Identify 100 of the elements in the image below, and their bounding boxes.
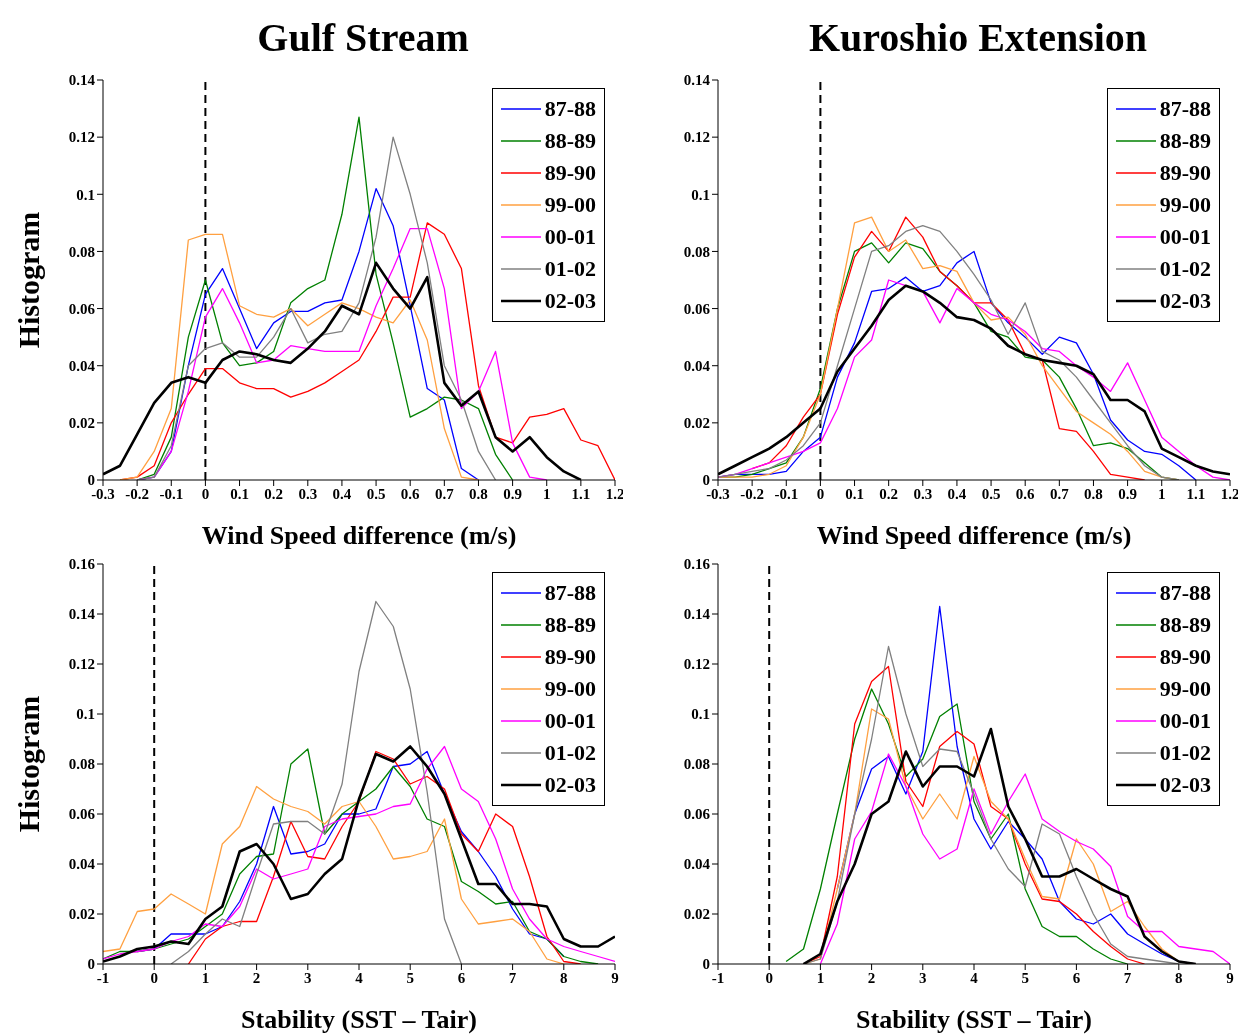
y-tick-label: 0.08 xyxy=(68,756,95,773)
x-tick-label: 0 xyxy=(816,485,825,502)
x-tick-label: 6 xyxy=(1072,969,1081,986)
x-tick-label: 1 xyxy=(542,485,551,502)
legend-label: 02-03 xyxy=(544,772,596,798)
y-tick-label: 0.06 xyxy=(683,300,711,317)
x-tick-label: 7 xyxy=(1123,969,1132,986)
y-tick-label: 0.02 xyxy=(683,415,710,432)
y-tick-label: 0.06 xyxy=(68,806,96,823)
x-tick-label: 3 xyxy=(304,969,312,986)
x-tick-label: 0.8 xyxy=(1084,485,1103,502)
legend-label: 01-02 xyxy=(1159,740,1211,766)
y-tick-label: 0 xyxy=(87,956,95,973)
x-tick-label: 0.9 xyxy=(1118,485,1137,502)
legend-label: 87-88 xyxy=(544,580,596,606)
x-tick-label: 0.2 xyxy=(264,485,284,502)
legend-label: 99-00 xyxy=(1159,676,1211,702)
x-tick-label: -0.2 xyxy=(125,485,150,502)
y-tick-label: 0.12 xyxy=(68,129,95,146)
y-tick-label: 0.02 xyxy=(68,906,95,923)
x-tick-label: 8 xyxy=(1175,969,1183,986)
y-tick-label: 0.08 xyxy=(683,756,710,773)
x-tick-label: 1 xyxy=(816,969,825,986)
y-tick-label: 0.14 xyxy=(68,606,96,623)
x-tick-label: 8 xyxy=(560,969,568,986)
x-tick-label: -0.1 xyxy=(159,485,184,502)
x-tick-label: 0.7 xyxy=(1049,485,1070,502)
x-tick-label: 0 xyxy=(201,485,210,502)
x-tick-label: -1 xyxy=(711,969,725,986)
x-tick-label: 0.6 xyxy=(400,485,421,502)
x-tick-label: 2 xyxy=(867,969,876,986)
x-tick-label: 0.5 xyxy=(981,485,1001,502)
x-tick-label: 0.1 xyxy=(845,485,864,502)
y-tick-label: 0.08 xyxy=(68,243,95,260)
x-tick-label: 1.1 xyxy=(1186,485,1206,502)
legend-label: 88-89 xyxy=(1159,128,1211,154)
x-axis-title: Stability (SST – Tair) xyxy=(241,1005,477,1034)
legend-label: 99-00 xyxy=(544,676,596,702)
y-tick-label: 0.02 xyxy=(683,906,710,923)
legend-label: 89-90 xyxy=(544,160,596,186)
y-tick-label: 0.06 xyxy=(68,300,96,317)
x-tick-label: 0.7 xyxy=(434,485,455,502)
x-tick-label: 1 xyxy=(201,969,210,986)
x-tick-label: 5 xyxy=(1021,969,1029,986)
legend-label: 01-02 xyxy=(1159,256,1211,282)
x-tick-label: 0.3 xyxy=(298,485,318,502)
x-tick-label: 1.2 xyxy=(605,485,625,502)
legend-label: 00-01 xyxy=(544,708,596,734)
x-tick-label: 0.3 xyxy=(913,485,933,502)
chart-title: Kuroshio Extension xyxy=(807,14,1149,62)
y-tick-label: 0.1 xyxy=(691,186,710,203)
y-tick-label: 0.1 xyxy=(691,706,710,723)
legend-label: 99-00 xyxy=(544,192,596,218)
x-tick-label: 0 xyxy=(765,969,773,986)
x-tick-label: 0 xyxy=(150,969,158,986)
y-tick-label: 0 xyxy=(702,956,710,973)
y-tick-label: 0.1 xyxy=(76,186,95,203)
legend-label: 89-90 xyxy=(1159,160,1211,186)
x-tick-label: 4 xyxy=(355,969,364,986)
y-tick-label: 0.04 xyxy=(683,856,711,873)
x-tick-label: -0.1 xyxy=(774,485,799,502)
y-tick-label: 0.08 xyxy=(683,243,710,260)
y-tick-label: 0.14 xyxy=(683,72,711,89)
x-tick-label: 5 xyxy=(406,969,414,986)
legend-label: 01-02 xyxy=(544,256,596,282)
x-tick-label: 1.2 xyxy=(1220,485,1239,502)
legend-label: 00-01 xyxy=(1159,224,1211,250)
x-tick-label: -0.2 xyxy=(740,485,765,502)
x-tick-label: 1.1 xyxy=(571,485,591,502)
x-tick-label: 7 xyxy=(508,969,517,986)
x-tick-label: 0.9 xyxy=(503,485,522,502)
x-tick-label: 3 xyxy=(919,969,927,986)
legend-label: 00-01 xyxy=(1159,708,1211,734)
x-tick-label: 0.1 xyxy=(230,485,249,502)
y-tick-label: 0.02 xyxy=(68,415,95,432)
y-tick-label: 0.14 xyxy=(683,606,711,623)
x-tick-label: 0.5 xyxy=(366,485,386,502)
y-tick-label: 0.1 xyxy=(76,706,95,723)
legend-label: 88-89 xyxy=(544,128,596,154)
x-axis-title: Stability (SST – Tair) xyxy=(856,1005,1092,1034)
y-axis-title: Histogram xyxy=(11,211,45,349)
x-tick-label: 9 xyxy=(1226,969,1234,986)
y-tick-label: 0.06 xyxy=(683,806,711,823)
y-tick-label: 0.14 xyxy=(68,72,96,89)
x-tick-label: 9 xyxy=(611,969,619,986)
y-tick-label: 0.16 xyxy=(68,556,96,573)
x-tick-label: -1 xyxy=(96,969,110,986)
legend-label: 00-01 xyxy=(544,224,596,250)
x-tick-label: 0.2 xyxy=(879,485,899,502)
y-tick-label: 0.04 xyxy=(68,856,96,873)
legend-label: 89-90 xyxy=(544,644,596,670)
y-tick-label: 0.04 xyxy=(68,358,96,375)
chart-title: Gulf Stream xyxy=(256,14,470,62)
y-tick-label: 0.04 xyxy=(683,358,711,375)
legend-label: 87-88 xyxy=(544,96,596,122)
x-axis-title: Wind Speed difference (m/s) xyxy=(201,521,517,550)
x-axis-title: Wind Speed difference (m/s) xyxy=(816,521,1132,550)
x-tick-label: 0.6 xyxy=(1015,485,1036,502)
legend-label: 88-89 xyxy=(544,612,596,638)
legend-label: 99-00 xyxy=(1159,192,1211,218)
